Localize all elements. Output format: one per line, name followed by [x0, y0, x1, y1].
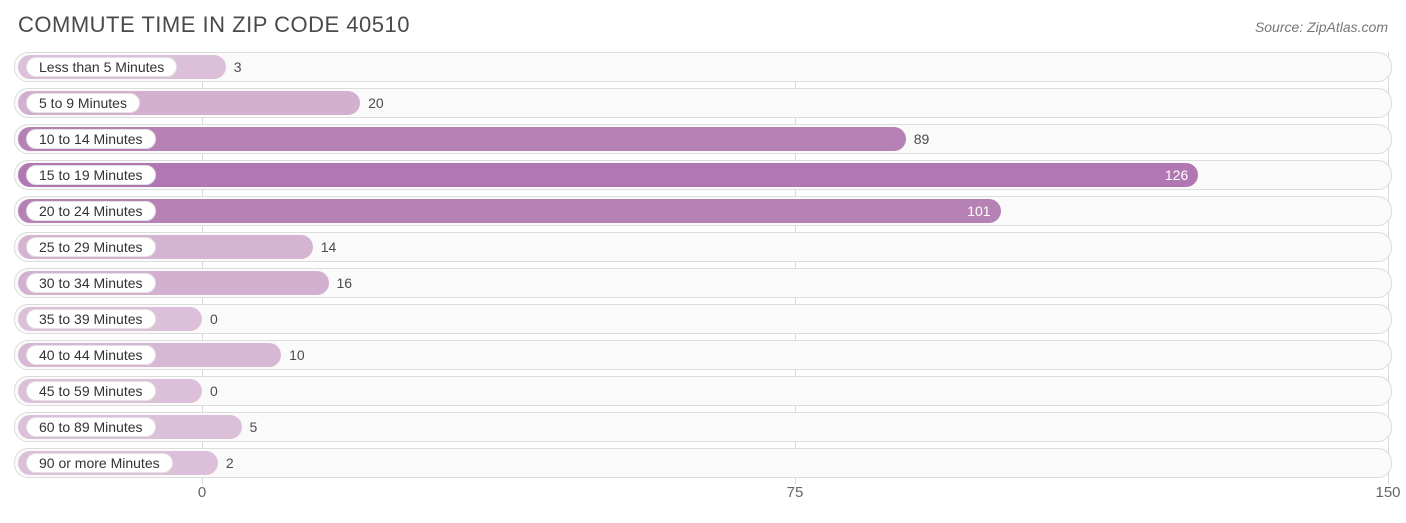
- bar-row: 126 15 to 19 Minutes: [14, 160, 1392, 190]
- chart-source: Source: ZipAtlas.com: [1255, 19, 1388, 35]
- bar-value: 20: [368, 95, 384, 111]
- chart-rows: 3Less than 5 Minutes205 to 9 Minutes8910…: [14, 52, 1392, 478]
- bar-row: 14 25 to 29 Minutes: [14, 232, 1392, 262]
- bar-value: 0: [210, 311, 218, 327]
- bar-track: [14, 376, 1392, 406]
- category-pill: 10 to 14 Minutes: [26, 129, 156, 149]
- bar-value: 101: [967, 203, 990, 219]
- chart-title: COMMUTE TIME IN ZIP CODE 40510: [18, 12, 410, 38]
- bar-value: 2: [226, 455, 234, 471]
- bar-value: 5: [250, 419, 258, 435]
- category-pill: 25 to 29 Minutes: [26, 237, 156, 257]
- chart-plot: 3Less than 5 Minutes205 to 9 Minutes8910…: [14, 52, 1392, 478]
- bar-row: 20 5 to 9 Minutes: [14, 88, 1392, 118]
- category-pill: 15 to 19 Minutes: [26, 165, 156, 185]
- bar-value: 10: [289, 347, 305, 363]
- axis-tick: 0: [198, 484, 206, 501]
- bar-value: 0: [210, 383, 218, 399]
- category-pill: 30 to 34 Minutes: [26, 273, 156, 293]
- bar: 126: [18, 163, 1198, 187]
- axis-tick: 150: [1375, 484, 1400, 501]
- category-pill: 20 to 24 Minutes: [26, 201, 156, 221]
- category-pill: 60 to 89 Minutes: [26, 417, 156, 437]
- bar-row: 3 Less than 5 Minutes: [14, 52, 1392, 82]
- bar-row: 10 40 to 44 Minutes: [14, 340, 1392, 370]
- category-pill: 45 to 59 Minutes: [26, 381, 156, 401]
- category-pill: 5 to 9 Minutes: [26, 93, 140, 113]
- x-axis: 075150: [14, 484, 1392, 514]
- bar: 101: [18, 199, 1001, 223]
- category-pill: 40 to 44 Minutes: [26, 345, 156, 365]
- bar-track: [14, 304, 1392, 334]
- axis-tick: 75: [787, 484, 804, 501]
- bar-value: 14: [321, 239, 337, 255]
- bar-row: 89 10 to 14 Minutes: [14, 124, 1392, 154]
- bar-value: 3: [234, 59, 242, 75]
- bar-row: 2 90 or more Minutes: [14, 448, 1392, 478]
- category-pill: 35 to 39 Minutes: [26, 309, 156, 329]
- chart-container: COMMUTE TIME IN ZIP CODE 40510 Source: Z…: [0, 0, 1406, 523]
- chart-area: 3Less than 5 Minutes205 to 9 Minutes8910…: [14, 52, 1392, 514]
- bar-value: 126: [1165, 167, 1188, 183]
- bar-row: 101 20 to 24 Minutes: [14, 196, 1392, 226]
- bar-row: 16 30 to 34 Minutes: [14, 268, 1392, 298]
- bar-value: 89: [914, 131, 930, 147]
- bar-row: 0 35 to 39 Minutes: [14, 304, 1392, 334]
- bar-track: [14, 448, 1392, 478]
- bar-row: 5 60 to 89 Minutes: [14, 412, 1392, 442]
- category-pill: Less than 5 Minutes: [26, 57, 177, 77]
- category-pill: 90 or more Minutes: [26, 453, 173, 473]
- chart-header: COMMUTE TIME IN ZIP CODE 40510 Source: Z…: [14, 12, 1392, 52]
- bar-value: 16: [337, 275, 353, 291]
- bar-row: 0 45 to 59 Minutes: [14, 376, 1392, 406]
